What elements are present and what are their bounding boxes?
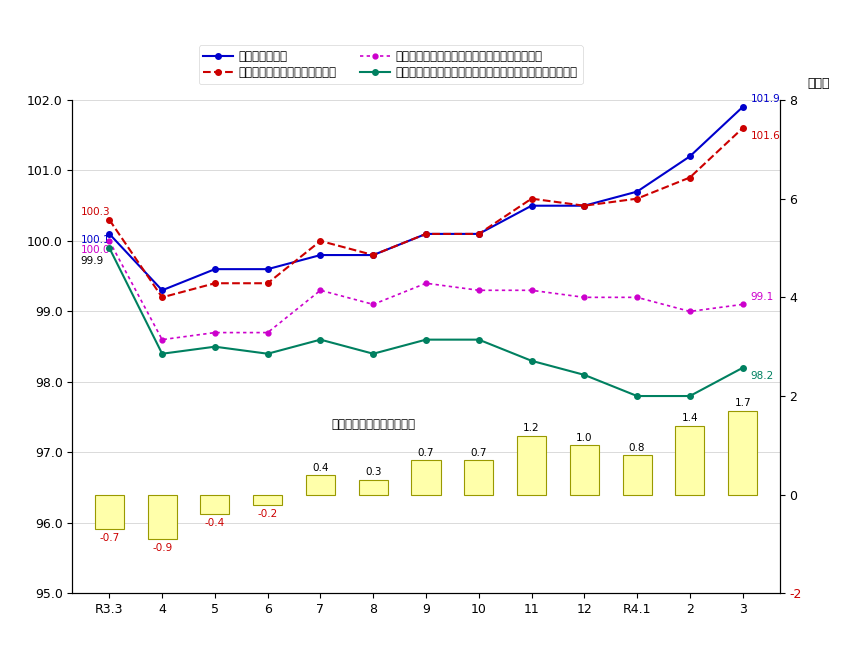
Text: 100.1: 100.1	[80, 235, 110, 244]
Text: 1.2: 1.2	[523, 423, 540, 433]
Bar	[464, 460, 493, 495]
Text: 100.3: 100.3	[80, 207, 110, 217]
Text: -0.4: -0.4	[204, 519, 225, 528]
Bar	[147, 495, 176, 539]
Bar	[253, 495, 282, 504]
Bar	[728, 411, 757, 495]
Text: 0.4: 0.4	[312, 462, 329, 473]
Text: 0.3: 0.3	[365, 468, 382, 477]
Text: 99.9: 99.9	[80, 256, 104, 266]
Bar	[412, 460, 440, 495]
Text: （％）: （％）	[808, 77, 831, 90]
Text: 99.1: 99.1	[751, 292, 774, 302]
Text: 総合前年同月比（右目盛）: 総合前年同月比（右目盛）	[331, 418, 415, 431]
Text: 101.6: 101.6	[751, 131, 780, 141]
Text: 0.7: 0.7	[470, 448, 487, 458]
Text: -0.9: -0.9	[152, 543, 172, 553]
Text: 101.9: 101.9	[751, 94, 780, 104]
Text: 0.7: 0.7	[417, 448, 435, 458]
Text: -0.2: -0.2	[257, 508, 278, 519]
Text: 100.0: 100.0	[80, 245, 110, 255]
Bar	[306, 475, 335, 495]
Bar	[359, 480, 388, 495]
Legend: 総合（左目盛）, 生鮮食品を除く総合（左目盛）, 生鮮食品及びエネルギーを除く総合（左目盛）, 食料（酒類を除く）及びエネルギーを除く総合（左目盛）: 総合（左目盛）, 生鮮食品を除く総合（左目盛）, 生鮮食品及びエネルギーを除く総…	[199, 45, 583, 84]
Bar	[200, 495, 229, 515]
Bar	[517, 435, 546, 495]
Text: 0.8: 0.8	[629, 442, 645, 453]
Text: -0.7: -0.7	[99, 533, 119, 543]
Bar	[95, 495, 124, 530]
Bar	[570, 446, 599, 495]
Text: 1.7: 1.7	[734, 399, 751, 408]
Bar	[676, 426, 705, 495]
Bar	[623, 455, 652, 495]
Text: 98.2: 98.2	[751, 371, 774, 381]
Text: 1.0: 1.0	[576, 433, 593, 443]
Text: 1.4: 1.4	[682, 413, 698, 423]
